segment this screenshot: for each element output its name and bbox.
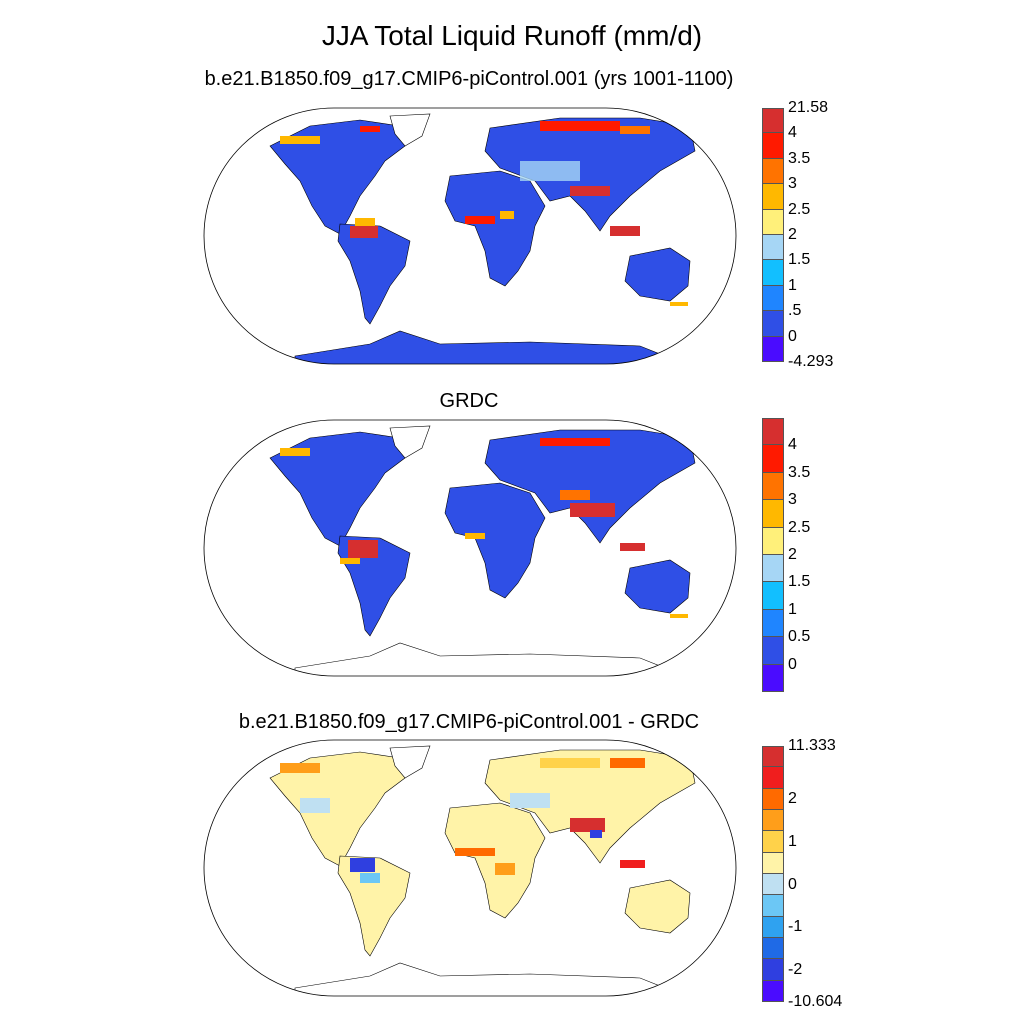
colorbar-swatch bbox=[762, 527, 784, 555]
colorbar-swatch bbox=[762, 133, 784, 159]
colorbar-tick-label: 4 bbox=[788, 124, 797, 142]
colorbar-tick-label: 0 bbox=[788, 655, 797, 673]
map-border-1 bbox=[203, 107, 737, 365]
colorbar-swatch bbox=[762, 937, 784, 960]
north-america-land bbox=[269, 751, 406, 867]
colorbar-tick-label: 1 bbox=[788, 276, 797, 294]
panel-2-title: GRDC bbox=[439, 390, 499, 412]
colorbar-tick-label: 2.5 bbox=[788, 518, 811, 536]
colorbar-tick-label: 3 bbox=[788, 175, 797, 193]
colorbar-tick-label: 1.5 bbox=[788, 251, 811, 269]
colorbar-1 bbox=[762, 108, 784, 362]
australia-land bbox=[624, 247, 691, 302]
colorbar-tick-label: 3 bbox=[788, 491, 797, 509]
colorbar-tick-label: 21.58 bbox=[788, 99, 829, 116]
north-america-land bbox=[269, 119, 406, 235]
colorbar-swatch bbox=[762, 831, 784, 853]
colorbar-3 bbox=[762, 746, 784, 1002]
colorbar-swatch bbox=[762, 184, 784, 210]
colorbar-tick-label: 2 bbox=[788, 790, 797, 808]
colorbar-tick-label: 1 bbox=[788, 600, 797, 618]
colorbar-tick-label: -2 bbox=[788, 961, 803, 978]
map-panel-2 bbox=[203, 419, 737, 677]
colorbar-tick-label: 0.5 bbox=[788, 628, 811, 646]
colorbar-swatch bbox=[762, 158, 784, 185]
colorbar-tick-label: 4 bbox=[788, 436, 797, 454]
colorbar-tick-label: 2.5 bbox=[788, 200, 811, 218]
colorbar-swatch bbox=[762, 609, 784, 638]
colorbar-swatch bbox=[762, 108, 784, 134]
map-panel-3 bbox=[203, 739, 737, 997]
antarctica-land bbox=[294, 330, 671, 364]
colorbar-swatch bbox=[762, 554, 784, 583]
colorbar-swatch bbox=[762, 418, 784, 446]
colorbar-tick-label: 3.5 bbox=[788, 149, 811, 167]
colorbar-tick-label: 1.5 bbox=[788, 573, 811, 591]
colorbar-swatch bbox=[762, 916, 784, 938]
colorbar-swatch bbox=[762, 445, 784, 473]
difference-patches-3 bbox=[280, 758, 645, 883]
colorbar-swatch bbox=[762, 209, 784, 235]
australia-land bbox=[624, 879, 691, 934]
south-america-land bbox=[337, 855, 411, 957]
antarctica-outline bbox=[294, 642, 671, 676]
africa-land bbox=[444, 170, 546, 287]
map-border-2 bbox=[203, 419, 737, 677]
high-runoff-patches-1 bbox=[280, 121, 688, 306]
colorbar-swatch bbox=[762, 873, 784, 896]
panel-3-title: b.e21.B1850.f09_g17.CMIP6-piControl.001 … bbox=[238, 711, 700, 733]
land-layer-2 bbox=[269, 425, 696, 676]
colorbar-tick-label: 2 bbox=[788, 546, 797, 563]
colorbar-swatch bbox=[762, 788, 784, 810]
greenland-land bbox=[389, 425, 431, 459]
colorbar-swatch bbox=[762, 260, 784, 286]
map-panel-1 bbox=[203, 107, 737, 365]
colorbar-swatch bbox=[762, 980, 784, 1002]
land-layer-1 bbox=[269, 113, 696, 364]
colorbar-tick-label: 3.5 bbox=[788, 463, 811, 481]
colorbar-swatch bbox=[762, 336, 784, 362]
colorbar-swatch bbox=[762, 852, 784, 874]
map-border-3 bbox=[203, 739, 737, 997]
colorbar-swatch bbox=[762, 311, 784, 337]
colorbar-swatch bbox=[762, 637, 784, 665]
colorbar-2 bbox=[762, 418, 784, 692]
colorbar-tick-label: 11.333 bbox=[788, 737, 836, 754]
colorbar-tick-label: -1 bbox=[788, 918, 803, 936]
colorbar-swatch bbox=[762, 746, 784, 768]
antarctica-outline bbox=[294, 962, 671, 996]
panel-1-title: b.e21.B1850.f09_g17.CMIP6-piControl.001 … bbox=[204, 68, 734, 90]
north-america-land bbox=[269, 431, 406, 547]
colorbar-swatch bbox=[762, 582, 784, 610]
africa-land bbox=[444, 482, 546, 599]
colorbar-swatch bbox=[762, 234, 784, 261]
colorbar-swatch bbox=[762, 809, 784, 832]
australia-land bbox=[624, 559, 691, 614]
south-america-land bbox=[337, 223, 411, 325]
colorbar-swatch bbox=[762, 285, 784, 312]
colorbar-tick-label: 2 bbox=[788, 226, 797, 243]
colorbar-swatch bbox=[762, 500, 784, 528]
colorbar-tick-label: .5 bbox=[788, 302, 802, 320]
colorbar-swatch bbox=[762, 895, 784, 917]
colorbar-tick-label: 1 bbox=[788, 833, 797, 850]
colorbar-swatch bbox=[762, 664, 784, 692]
greenland-land bbox=[389, 745, 431, 779]
colorbar-tick-label: 0 bbox=[788, 327, 797, 345]
high-runoff-patches-2 bbox=[280, 438, 688, 618]
colorbar-swatch bbox=[762, 959, 784, 981]
colorbar-tick-label: -4.293 bbox=[788, 353, 834, 370]
africa-land bbox=[444, 802, 546, 919]
colorbar-tick-label: -10.604 bbox=[788, 993, 843, 1010]
land-layer-3 bbox=[269, 745, 696, 996]
figure-title: JJA Total Liquid Runoff (mm/d) bbox=[321, 20, 703, 51]
colorbar-tick-label: 0 bbox=[788, 875, 797, 893]
greenland-land bbox=[389, 113, 431, 147]
colorbar-swatch bbox=[762, 472, 784, 501]
colorbar-swatch bbox=[762, 767, 784, 789]
